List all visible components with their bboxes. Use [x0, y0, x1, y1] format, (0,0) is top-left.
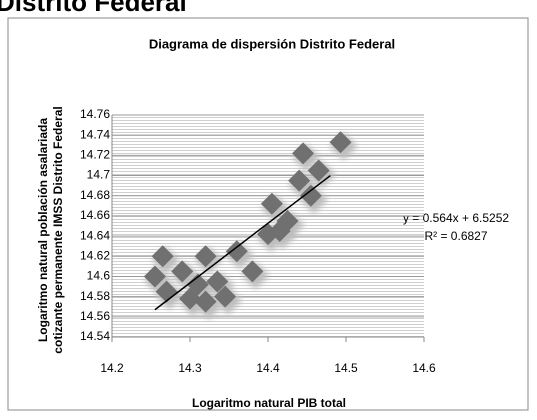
y-tick-label: 14.76: [80, 107, 110, 121]
y-axis-label: cotizante permanente IMSS Distrito Feder…: [51, 106, 65, 353]
trendline-equation: y = 0.564x + 6.5252: [403, 211, 509, 225]
x-axis-label: Logaritmo natural PIB total: [192, 396, 346, 410]
y-tick-label: 14.7: [87, 168, 111, 182]
x-tick-label: 14.4: [256, 361, 280, 375]
data-point: [225, 240, 248, 263]
y-tick-label: 14.74: [80, 127, 110, 141]
data-point: [214, 285, 237, 308]
data-point: [241, 260, 264, 283]
data-point: [288, 169, 311, 192]
y-tick-label: 14.68: [80, 188, 110, 202]
data-point: [260, 192, 283, 215]
y-tick-label: 14.54: [80, 329, 110, 343]
data-point: [143, 265, 166, 288]
page-heading: Distrito Federal: [0, 0, 187, 17]
x-tick-label: 14.5: [334, 361, 358, 375]
data-point: [206, 270, 229, 293]
data-point: [171, 260, 194, 283]
trendline: [154, 174, 331, 311]
data-point: [307, 159, 330, 182]
y-tick-label: 14.56: [80, 309, 110, 323]
y-tick-label: 14.66: [80, 208, 110, 222]
y-axis-label: Logaritmo natural población asalariada: [36, 118, 50, 342]
y-tick-label: 14.58: [80, 289, 110, 303]
x-tick-label: 14.2: [100, 361, 124, 375]
data-point: [292, 142, 315, 165]
data-point: [194, 245, 217, 268]
y-tick-label: 14.62: [80, 248, 110, 262]
data-point: [276, 209, 299, 232]
y-tick-label: 14.6: [87, 269, 111, 283]
y-tick-label: 14.64: [80, 228, 110, 242]
x-tick-label: 14.3: [178, 361, 202, 375]
data-point: [151, 245, 174, 268]
data-point: [299, 184, 322, 207]
data-point: [186, 273, 209, 296]
data-point: [194, 290, 217, 313]
chart-title: Diagrama de dispersión Distrito Federal: [149, 36, 395, 51]
trendline-r2: R² = 0.6827: [424, 229, 487, 243]
x-tick-label: 14.6: [412, 361, 436, 375]
data-point: [329, 131, 352, 154]
y-tick-label: 14.72: [80, 148, 110, 162]
